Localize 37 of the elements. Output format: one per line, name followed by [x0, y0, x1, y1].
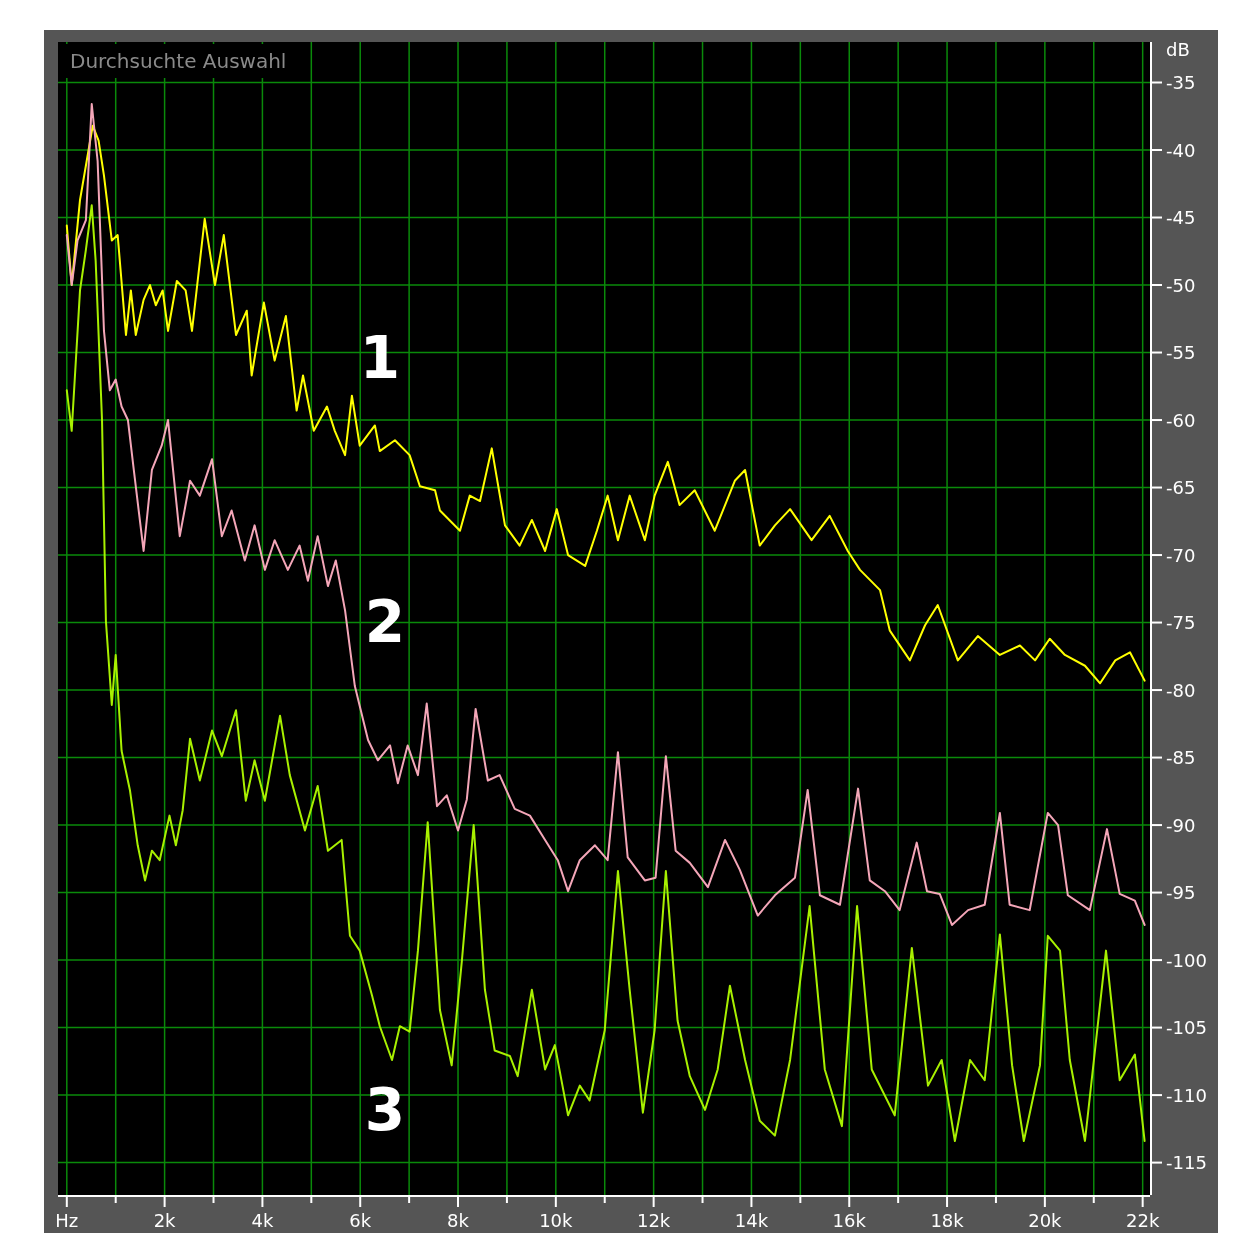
- y-tick-label: -55: [1166, 342, 1196, 364]
- x-tick-label: 18k: [930, 1210, 965, 1231]
- y-tick-label: -115: [1166, 1152, 1207, 1174]
- x-tick-label: 12k: [636, 1210, 671, 1231]
- line-series: [65, 204, 1146, 1142]
- x-tick-label: 16k: [832, 1210, 867, 1231]
- x-tick-label: Hz: [55, 1210, 79, 1231]
- line-series: [65, 103, 1146, 926]
- y-tick-label: -75: [1166, 612, 1196, 634]
- x-tick-label: 4k: [251, 1210, 274, 1231]
- y-tick-label: -100: [1166, 949, 1207, 971]
- series-label: 2: [364, 588, 406, 656]
- y-tick-label: -35: [1166, 72, 1196, 93]
- chart-title: Durchsuchte Auswahl: [70, 49, 287, 73]
- x-tick-label: 10k: [539, 1210, 574, 1231]
- line-series: [65, 124, 1146, 685]
- y-tick-label: -110: [1166, 1084, 1207, 1106]
- y-tick-label: -65: [1166, 477, 1196, 499]
- y-tick-label: -60: [1166, 409, 1196, 431]
- x-tick-label: 8k: [447, 1210, 470, 1231]
- y-tick-label: -45: [1166, 207, 1196, 229]
- y-tick-label: -95: [1166, 882, 1196, 904]
- y-tick-label: -70: [1166, 544, 1196, 566]
- y-tick-label: -90: [1166, 814, 1196, 836]
- x-tick-label: 22k: [1126, 1210, 1160, 1231]
- x-tick-label: 14k: [734, 1210, 769, 1231]
- y-tick-label: -50: [1166, 274, 1196, 296]
- x-tick-label: 20k: [1028, 1210, 1063, 1231]
- y-tick-label: -105: [1166, 1017, 1207, 1039]
- series-label: 3: [364, 1076, 406, 1144]
- y-tick-label: -40: [1166, 139, 1196, 161]
- x-tick-label: 2k: [153, 1210, 177, 1231]
- y-tick-label: -80: [1166, 679, 1196, 701]
- y-tick-label: -85: [1166, 747, 1196, 769]
- y-axis-title: dB: [1166, 39, 1190, 60]
- series-label: 1: [359, 324, 401, 392]
- x-tick-label: 6k: [349, 1210, 372, 1231]
